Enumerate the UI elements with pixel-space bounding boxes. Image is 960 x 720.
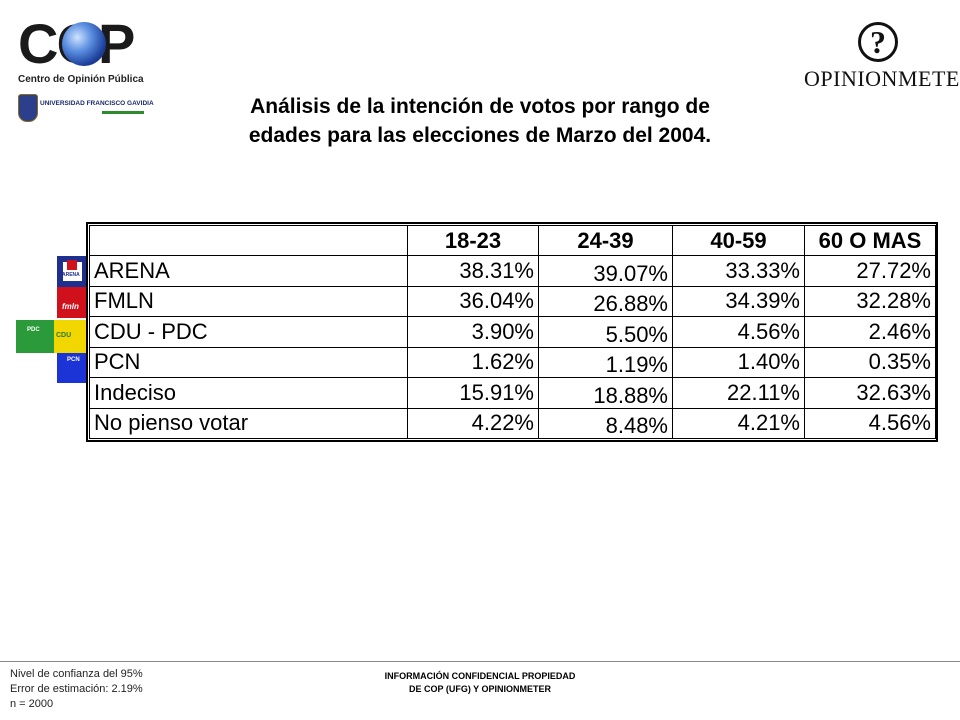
table-row: PCN 1.62% 1.19% 1.40% 0.35% xyxy=(89,346,936,378)
sample-size: n = 2000 xyxy=(10,698,54,710)
pdc-flag-label: PDC xyxy=(27,327,40,333)
value-cell: 32.28% xyxy=(804,285,936,317)
value-cell: 4.22% xyxy=(407,407,539,439)
value-cell: 4.21% xyxy=(672,407,805,439)
value-cell: 36.04% xyxy=(407,285,539,317)
pcn-flag-label: PCN xyxy=(67,357,80,363)
party-name: PCN xyxy=(89,346,408,378)
value-cell: 1.62% xyxy=(407,346,539,378)
value-cell: 8.48% xyxy=(538,407,673,439)
ufg-bar xyxy=(102,111,144,114)
value-cell: 4.56% xyxy=(804,407,936,439)
value-cell: 4.56% xyxy=(672,316,805,348)
confidential-notice: INFORMACIÓN CONFIDENCIAL PROPIEDAD DE CO… xyxy=(384,671,576,694)
cop-logo: COP Centro de Opinión Pública UNIVERSIDA… xyxy=(18,14,158,124)
value-cell: 39.07% xyxy=(538,255,673,287)
cdu-flag-label: CDU xyxy=(56,332,72,339)
table-row: ARENA 38.31% 39.07% 33.33% 27.72% xyxy=(89,255,936,287)
table-row: No pienso votar 4.22% 8.48% 4.21% 4.56% xyxy=(89,407,936,439)
value-cell: 33.33% xyxy=(672,255,805,287)
value-cell: 5.50% xyxy=(538,316,673,348)
party-name: Indeciso xyxy=(89,377,408,409)
arena-flag-label: ARENA xyxy=(62,272,80,278)
value-cell: 22.11% xyxy=(672,377,805,409)
page-title: Análisis de la intención de votos por ra… xyxy=(160,92,800,150)
table-row: Indeciso 15.91% 18.88% 22.11% 32.63% xyxy=(89,377,936,409)
opinionmeter-wordmark: OPINIONMETER xyxy=(804,66,960,91)
value-cell: 38.31% xyxy=(407,255,539,287)
table-row: FMLN 36.04% 26.88% 34.39% 32.28% xyxy=(89,285,936,317)
footer-divider xyxy=(0,661,960,662)
value-cell: 34.39% xyxy=(672,285,805,317)
party-name: No pienso votar xyxy=(89,407,408,439)
column-header-18-23: 18-23 xyxy=(407,225,539,256)
ufg-crest-icon xyxy=(18,94,38,122)
party-name: CDU - PDC xyxy=(89,316,408,348)
value-cell: 1.40% xyxy=(672,346,805,378)
fmln-flag-icon xyxy=(57,287,88,318)
column-header-party xyxy=(89,225,408,256)
party-name: FMLN xyxy=(89,285,408,317)
margin-of-error: Error de estimación: 2.19% xyxy=(10,683,143,695)
ufg-name: UNIVERSIDAD FRANCISCO GAVIDIA xyxy=(40,100,154,107)
value-cell: 0.35% xyxy=(804,346,936,378)
table-frame xyxy=(86,222,938,442)
cop-subtitle: Centro de Opinión Pública xyxy=(18,74,144,85)
table-row: CDU - PDC 3.90% 5.50% 4.56% 2.46% xyxy=(89,316,936,348)
ufg-logo: UNIVERSIDAD FRANCISCO GAVIDIA xyxy=(18,94,158,124)
value-cell: 1.19% xyxy=(538,346,673,378)
footer-stats: Nivel de confianza del 95% Error de esti… xyxy=(10,667,143,712)
value-cell: 3.90% xyxy=(407,316,539,348)
column-header-40-59: 40-59 xyxy=(672,225,805,256)
title-line-1: Análisis de la intención de votos por ra… xyxy=(250,95,710,118)
value-cell: 18.88% xyxy=(538,377,673,409)
party-name: ARENA xyxy=(89,255,408,287)
value-cell: 32.63% xyxy=(804,377,936,409)
pcn-flag-icon xyxy=(57,353,88,383)
confidence-level: Nivel de confianza del 95% xyxy=(10,668,143,680)
opinionmeter-logo: ? OPINIONMETER xyxy=(800,22,960,96)
value-cell: 27.72% xyxy=(804,255,936,287)
fmln-flag-label: fmln xyxy=(62,302,79,311)
question-mark-icon: ? xyxy=(858,22,898,62)
title-line-2: edades para las elecciones de Marzo del … xyxy=(248,124,712,147)
cdu-flag-icon xyxy=(54,320,88,353)
globe-icon xyxy=(62,22,106,66)
value-cell: 26.88% xyxy=(538,285,673,317)
column-header-60-plus: 60 O MAS xyxy=(804,225,936,256)
column-header-24-39: 24-39 xyxy=(538,225,673,256)
header-row: 18-23 24-39 40-59 60 O MAS xyxy=(89,225,936,256)
arena-flag-icon xyxy=(57,256,88,287)
value-cell: 2.46% xyxy=(804,316,936,348)
vote-intention-table: 18-23 24-39 40-59 60 O MAS ARENA 38.31% … xyxy=(89,225,936,439)
value-cell: 15.91% xyxy=(407,377,539,409)
pdc-flag-icon xyxy=(16,320,54,353)
